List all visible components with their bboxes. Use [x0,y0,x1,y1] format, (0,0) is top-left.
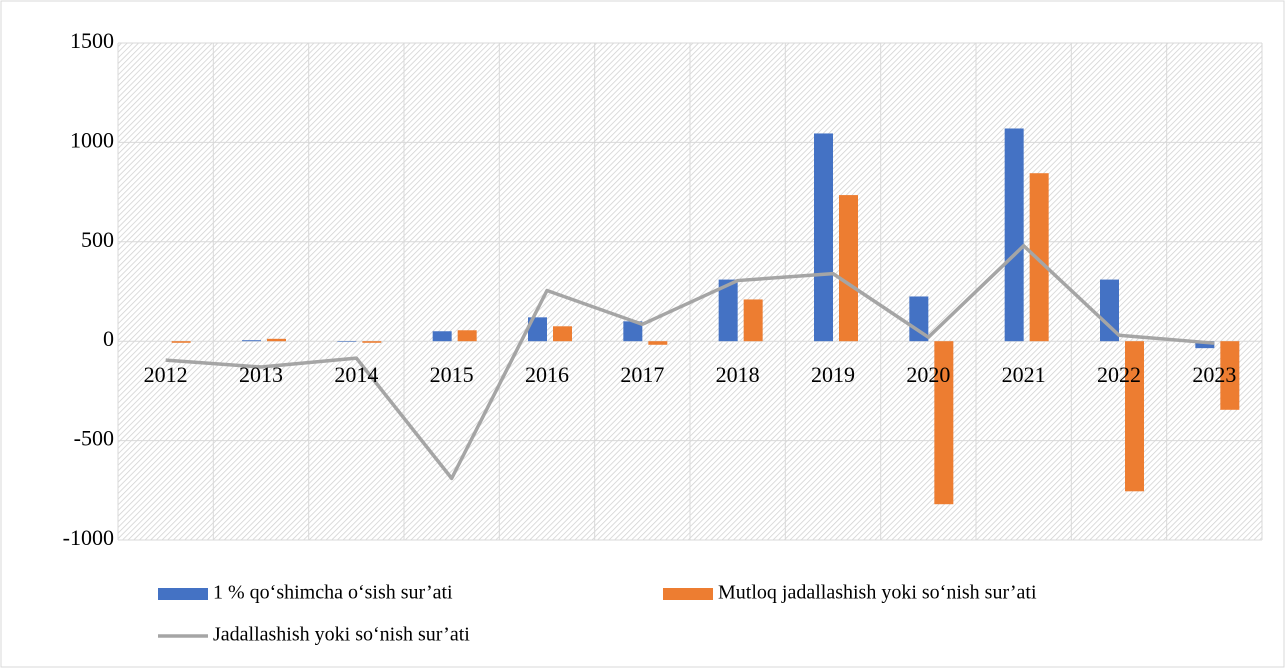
bar [362,341,382,343]
x-tick-label: 2022 [1097,362,1141,387]
legend-swatch [663,588,713,600]
legend-label: 1 % qo‘shimcha o‘sish sur’ati [213,582,453,604]
bar [1100,279,1119,342]
bar [528,317,547,342]
bar [909,296,929,342]
bar [457,330,477,342]
bar [1220,341,1240,410]
bar [1195,341,1215,349]
x-tick-label: 2019 [811,362,855,387]
x-tick-label: 2014 [334,362,378,387]
bar [171,341,191,343]
y-tick-label: 0 [103,326,114,351]
bar [623,321,643,342]
bar [1029,173,1049,342]
x-tick-label: 2012 [144,362,188,387]
x-tick-label: 2020 [906,362,950,387]
bar [814,133,833,342]
bar [934,341,954,505]
bar [839,195,858,342]
legend-label: Jadallashish yoki so‘nish sur’ati [213,624,470,646]
x-tick-label: 2021 [1002,362,1046,387]
x-tick-label: 2013 [239,362,283,387]
y-tick-label: 500 [81,227,114,252]
y-tick-label: 1000 [70,127,114,152]
legend-swatch [158,588,208,600]
bar [1004,128,1024,342]
y-tick-label: -1000 [63,525,114,550]
x-tick-label: 2016 [525,362,569,387]
line [165,244,1215,481]
x-tick-label: 2023 [1192,362,1236,387]
y-tick-label: -500 [74,426,114,451]
bar [718,279,738,342]
y-tick-label: 1500 [70,28,114,53]
legend-label: Mutloq jadallashish yoki so‘nish sur’ati [718,582,1037,604]
bar [648,341,668,345]
bar [743,299,763,342]
bar [432,331,452,342]
x-tick-label: 2018 [716,362,760,387]
bar [242,340,261,342]
bar [1125,341,1144,492]
bar [267,338,286,342]
bar [553,326,572,342]
x-tick-label: 2017 [620,362,664,387]
x-tick-label: 2015 [430,362,474,387]
bar [337,341,357,342]
